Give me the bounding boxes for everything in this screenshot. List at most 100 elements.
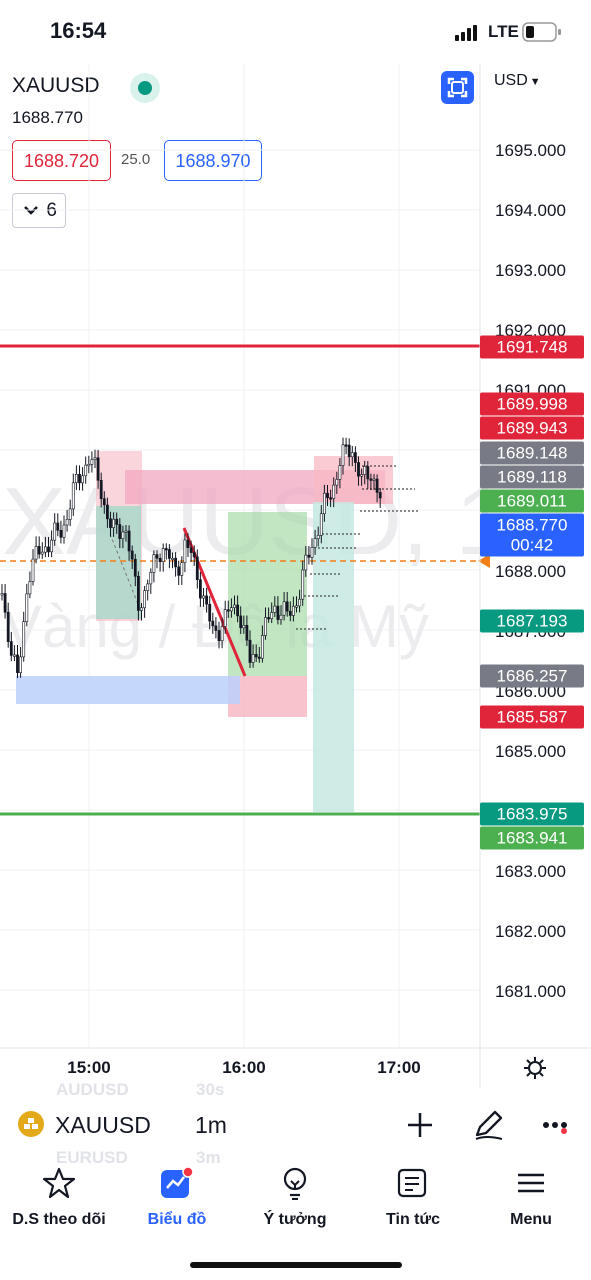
sell-price-button[interactable]: 1688.720 <box>12 140 111 181</box>
candle-body <box>50 539 54 553</box>
candle-body <box>96 457 100 481</box>
candle-body <box>34 546 38 560</box>
candle-body <box>372 478 376 481</box>
battery-icon <box>522 22 561 42</box>
candle-body <box>115 518 119 525</box>
ghost-symbol: AUDUSD <box>56 1080 129 1099</box>
candle-body <box>121 531 125 539</box>
nav-menu[interactable]: Menu <box>472 1166 590 1229</box>
candle-body <box>248 639 252 663</box>
market-open-icon <box>130 73 160 103</box>
time-label: 17:00 <box>377 1058 421 1077</box>
candle-body <box>22 621 26 658</box>
candle-body <box>130 550 134 560</box>
candle-body <box>326 492 329 499</box>
candlesticks <box>0 437 382 678</box>
candle-body <box>350 452 354 458</box>
spread-value: 25.0 <box>121 151 151 168</box>
candle-body <box>270 612 274 619</box>
candle-body <box>183 539 187 564</box>
candle-body <box>16 654 19 674</box>
candle-body <box>202 595 205 599</box>
candle-body <box>239 615 243 629</box>
candle-body <box>319 513 323 536</box>
candle-body <box>195 556 199 580</box>
fullscreen-icon[interactable] <box>441 71 474 104</box>
candle-body <box>226 609 230 612</box>
candle-body <box>81 475 85 484</box>
nav-ideas[interactable]: Ý tưởng <box>236 1166 354 1229</box>
candle-body <box>347 444 351 458</box>
price-marker <box>478 554 490 568</box>
candle-body <box>68 508 72 520</box>
candle-body <box>363 466 367 475</box>
currency-label: USD <box>494 72 528 89</box>
chart-canvas[interactable]: XAUUSD, 1 Vàng / Đô la Mỹ <box>0 64 591 1088</box>
candle-body <box>230 607 233 612</box>
nav-news[interactable]: Tin tức <box>354 1166 472 1229</box>
candle-body <box>375 478 379 493</box>
ghost-interval: 30s <box>196 1080 225 1099</box>
candle-body <box>223 609 227 627</box>
candle-body <box>137 575 140 611</box>
price-label: 1685.587 <box>480 705 584 729</box>
candle-body <box>93 457 97 460</box>
candle-body <box>13 654 16 657</box>
price-label: 1689.998 <box>480 392 584 416</box>
candle-body <box>260 635 264 659</box>
add-plus-icon[interactable] <box>406 1111 434 1139</box>
nav-watchlist[interactable]: D.S theo dõi <box>0 1166 118 1229</box>
candle-body <box>285 601 289 612</box>
more-options-icon[interactable] <box>542 1118 572 1134</box>
candle-body <box>192 552 196 558</box>
candle-body <box>168 549 171 559</box>
price-label: 1689.943 <box>480 416 584 440</box>
price-tick: 1693.000 <box>495 261 566 280</box>
candle-body <box>133 558 137 577</box>
candle-body <box>9 641 13 656</box>
candle-body <box>31 558 35 582</box>
drawing-pen-icon[interactable] <box>472 1108 506 1142</box>
candle-body <box>341 444 345 466</box>
chart-icon <box>161 1166 194 1198</box>
symbol-toolbar: AUDUSD 30s EURUSD 3m XAUUSD 1m <box>0 1080 591 1167</box>
symbol-title[interactable]: XAUUSD <box>12 74 100 97</box>
star-icon <box>42 1167 76 1199</box>
candle-body <box>353 452 357 463</box>
nav-label: Ý tưởng <box>263 1211 327 1228</box>
candle-body <box>158 557 162 562</box>
candle-body <box>335 479 339 486</box>
candle-body <box>251 654 255 663</box>
price-tick: 1682.000 <box>495 922 566 941</box>
settings-gear-icon[interactable] <box>523 1056 547 1080</box>
candle-body <box>360 474 364 477</box>
candle-body <box>25 593 29 623</box>
time-label: 16:00 <box>222 1058 266 1077</box>
candle-body <box>90 459 94 465</box>
signal-icon <box>455 25 477 41</box>
candle-body <box>171 557 174 561</box>
buy-price-button[interactable]: 1688.970 <box>164 140 262 181</box>
currency-select[interactable]: USD ▼ <box>494 72 541 90</box>
active-symbol[interactable]: XAUUSD <box>55 1112 151 1138</box>
candle-body <box>161 548 165 562</box>
price-label: 1691.748 <box>480 335 584 359</box>
candle-body <box>62 524 66 538</box>
candle-body <box>316 534 320 539</box>
candle-body <box>40 551 44 555</box>
interval-select[interactable]: 1m <box>195 1112 227 1138</box>
candle-body <box>149 572 153 585</box>
bar-countdown-label: 00:42 <box>480 533 584 557</box>
candle-body <box>357 462 360 477</box>
candle-body <box>366 466 370 480</box>
candle-body <box>155 554 159 559</box>
candle-body <box>295 605 298 608</box>
ghost-symbol: EURUSD <box>56 1148 128 1167</box>
candle-body <box>118 524 122 539</box>
candle-body <box>189 547 193 553</box>
candle-body <box>28 581 32 595</box>
candle-body <box>143 590 147 609</box>
candle-body <box>6 611 10 642</box>
candle-body <box>208 603 212 622</box>
nav-chart[interactable]: Biểu đồ <box>118 1166 236 1229</box>
